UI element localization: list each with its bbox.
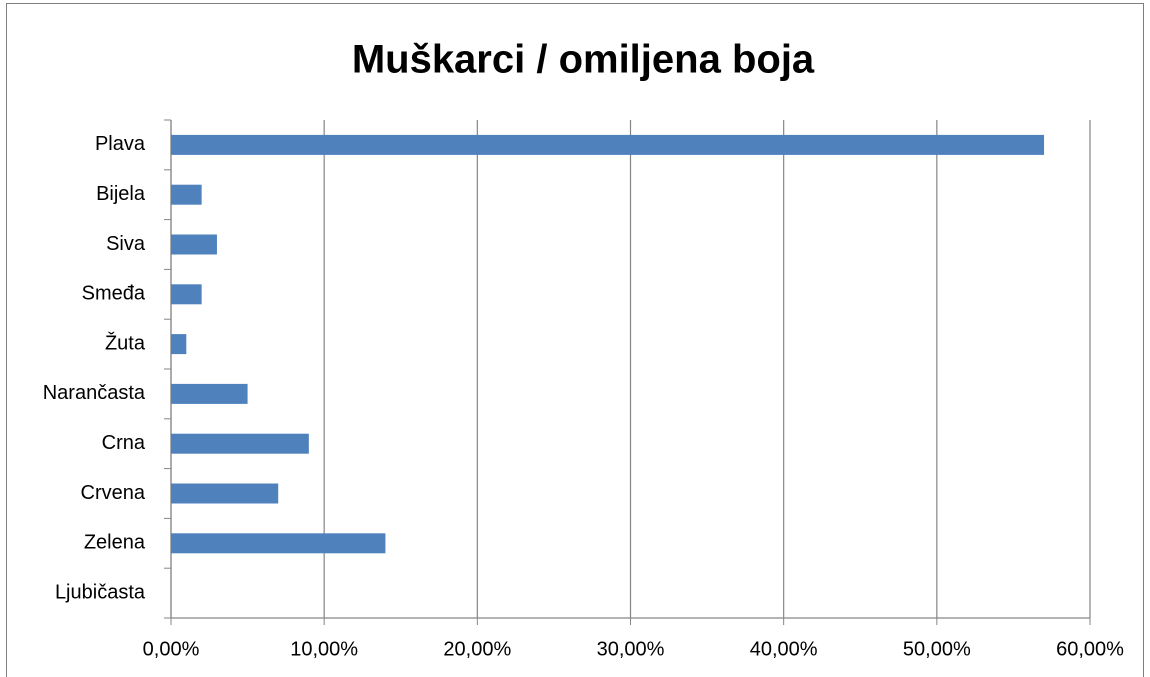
y-tick-label: Crna — [102, 432, 146, 454]
y-tick-label: Plava — [95, 133, 146, 155]
y-tick-label: Zelena — [84, 532, 146, 554]
bar — [171, 334, 187, 355]
x-tick-label: 20,00% — [443, 638, 511, 660]
y-tick-label: Ljubičasta — [55, 581, 146, 603]
y-tick-label: Siva — [106, 233, 146, 255]
x-tick-label: 30,00% — [597, 638, 665, 660]
bar — [171, 234, 217, 255]
x-tick-label: 10,00% — [290, 638, 358, 660]
bar — [171, 184, 202, 205]
chart-frame — [6, 3, 1144, 677]
bar — [171, 284, 202, 305]
y-tick-label: Narančasta — [43, 382, 146, 404]
x-tick-label: 40,00% — [750, 638, 818, 660]
y-tick-label: Crvena — [81, 482, 146, 504]
chart-title: Muškarci / omiljena boja — [352, 38, 815, 82]
y-tick-label: Žuta — [105, 331, 146, 354]
bar — [171, 383, 248, 404]
x-tick-label: 60,00% — [1056, 638, 1124, 660]
x-tick-label: 0,00% — [143, 638, 200, 660]
y-tick-label: Bijela — [96, 183, 146, 205]
bar — [171, 533, 386, 554]
y-tick-label: Smeđa — [82, 283, 146, 305]
bar — [171, 433, 309, 454]
x-tick-label: 50,00% — [903, 638, 971, 660]
bar — [171, 134, 1045, 155]
bar — [171, 483, 279, 504]
